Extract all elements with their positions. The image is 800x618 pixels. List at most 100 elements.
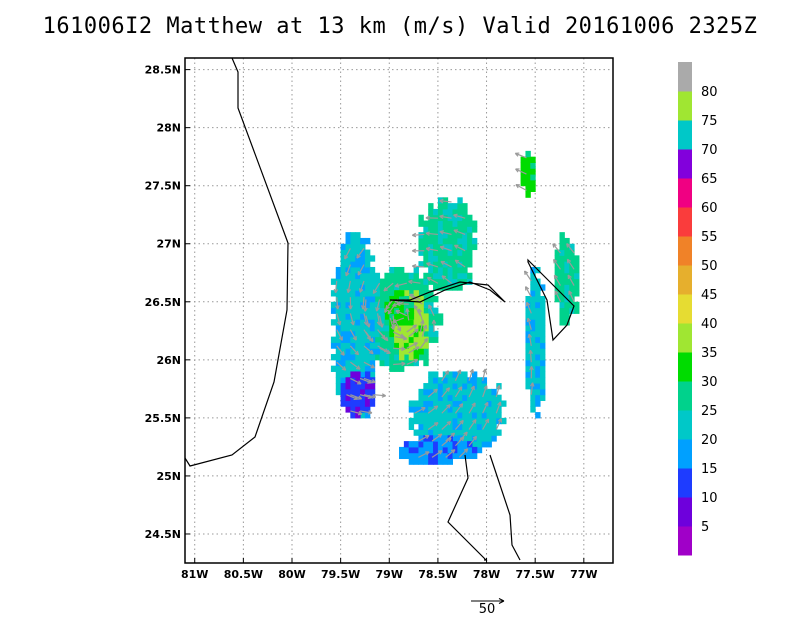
wind-cell xyxy=(442,394,449,401)
wind-cell xyxy=(389,348,395,355)
wind-cell xyxy=(399,354,405,361)
wind-cell xyxy=(433,412,439,419)
wind-cell xyxy=(491,417,497,425)
wind-cell xyxy=(364,266,371,274)
wind-cell xyxy=(447,208,453,216)
wind-vector-head xyxy=(471,402,476,407)
wind-cell xyxy=(559,243,565,251)
coastlines xyxy=(184,57,575,561)
wind-cell xyxy=(525,336,531,343)
wind-cell xyxy=(467,435,473,442)
wind-cell xyxy=(428,371,434,378)
wind-cell xyxy=(360,249,366,256)
wind-cell xyxy=(452,406,458,413)
wind-vector xyxy=(357,264,365,276)
wind-cell xyxy=(462,441,468,448)
wind-cell xyxy=(364,336,371,343)
wind-cell xyxy=(520,168,526,175)
wind-cell xyxy=(437,319,444,326)
colorbar-label: 50 xyxy=(701,259,718,274)
wind-cell xyxy=(437,284,444,291)
wind-cell xyxy=(369,319,376,326)
wind-cell xyxy=(384,290,390,297)
wind-cell xyxy=(452,423,458,430)
wind-cell xyxy=(418,423,424,430)
wind-cell xyxy=(374,330,381,338)
wind-cell xyxy=(403,330,410,338)
wind-cell xyxy=(428,313,434,320)
wind-cell xyxy=(379,290,385,297)
wind-cell xyxy=(457,214,463,222)
wind-cell xyxy=(530,330,536,338)
wind-cell xyxy=(345,394,351,401)
wind-vector xyxy=(439,200,452,203)
wind-cell xyxy=(476,406,483,413)
wind-cell xyxy=(413,446,419,454)
wind-cell xyxy=(340,266,346,274)
wind-vector-head xyxy=(392,302,397,307)
wind-cell xyxy=(423,417,429,425)
wind-cell xyxy=(540,313,546,320)
wind-cell xyxy=(335,278,342,285)
wind-vector-head xyxy=(457,369,462,374)
wind-vector-head xyxy=(344,254,349,260)
wind-cell xyxy=(442,377,449,384)
wind-cell xyxy=(340,243,346,251)
wind-cell xyxy=(433,243,439,251)
wind-vector-head xyxy=(454,259,460,264)
wind-cell xyxy=(360,237,366,245)
wind-cell xyxy=(418,232,424,239)
wind-cell xyxy=(340,394,346,401)
wind-cell xyxy=(350,383,356,390)
wind-cell xyxy=(394,284,400,291)
wind-cell xyxy=(452,435,458,442)
wind-cell xyxy=(374,342,381,349)
wind-cell xyxy=(345,278,351,285)
wind-cell xyxy=(413,266,419,274)
wind-cell xyxy=(355,290,361,297)
wind-cell xyxy=(335,295,342,303)
wind-cell xyxy=(345,272,351,280)
wind-cell xyxy=(364,278,371,285)
wind-cell xyxy=(384,342,390,349)
wind-cell xyxy=(540,319,546,326)
wind-cell xyxy=(462,232,468,239)
wind-vector-head xyxy=(341,366,347,371)
wind-cell xyxy=(574,307,580,314)
wind-cell xyxy=(355,237,361,245)
wind-vector-head xyxy=(445,387,451,392)
wind-cell xyxy=(442,214,449,222)
wind-cell xyxy=(350,307,356,314)
wind-vector-head xyxy=(422,324,428,330)
wind-cell xyxy=(428,336,434,343)
wind-cell xyxy=(452,441,458,448)
wind-cell xyxy=(384,319,390,326)
wind-vector xyxy=(377,329,386,340)
wind-vector xyxy=(454,420,464,430)
colorbar-swatch xyxy=(678,468,692,498)
wind-cell xyxy=(447,237,453,245)
wind-cell xyxy=(350,301,356,309)
wind-cell xyxy=(360,388,366,396)
wind-vector xyxy=(393,347,406,350)
wind-cell xyxy=(355,243,361,251)
wind-cell xyxy=(394,278,400,285)
wind-vector-head xyxy=(367,379,372,384)
wind-cell xyxy=(437,388,444,396)
wind-cell xyxy=(403,325,410,332)
wind-cell xyxy=(540,365,546,372)
colorbar-label: 60 xyxy=(701,201,718,216)
wind-cell xyxy=(462,417,468,425)
wind-cell xyxy=(350,342,356,349)
wind-cell xyxy=(355,261,361,268)
wind-cell xyxy=(399,295,405,303)
wind-cell xyxy=(408,307,415,314)
wind-vector xyxy=(389,317,395,330)
wind-cell xyxy=(471,377,478,384)
wind-vector-head xyxy=(483,385,488,390)
wind-vector xyxy=(395,310,408,317)
wind-cell xyxy=(394,272,400,280)
wind-cell xyxy=(462,208,468,216)
wind-cell xyxy=(345,406,351,413)
wind-cell xyxy=(394,365,400,372)
